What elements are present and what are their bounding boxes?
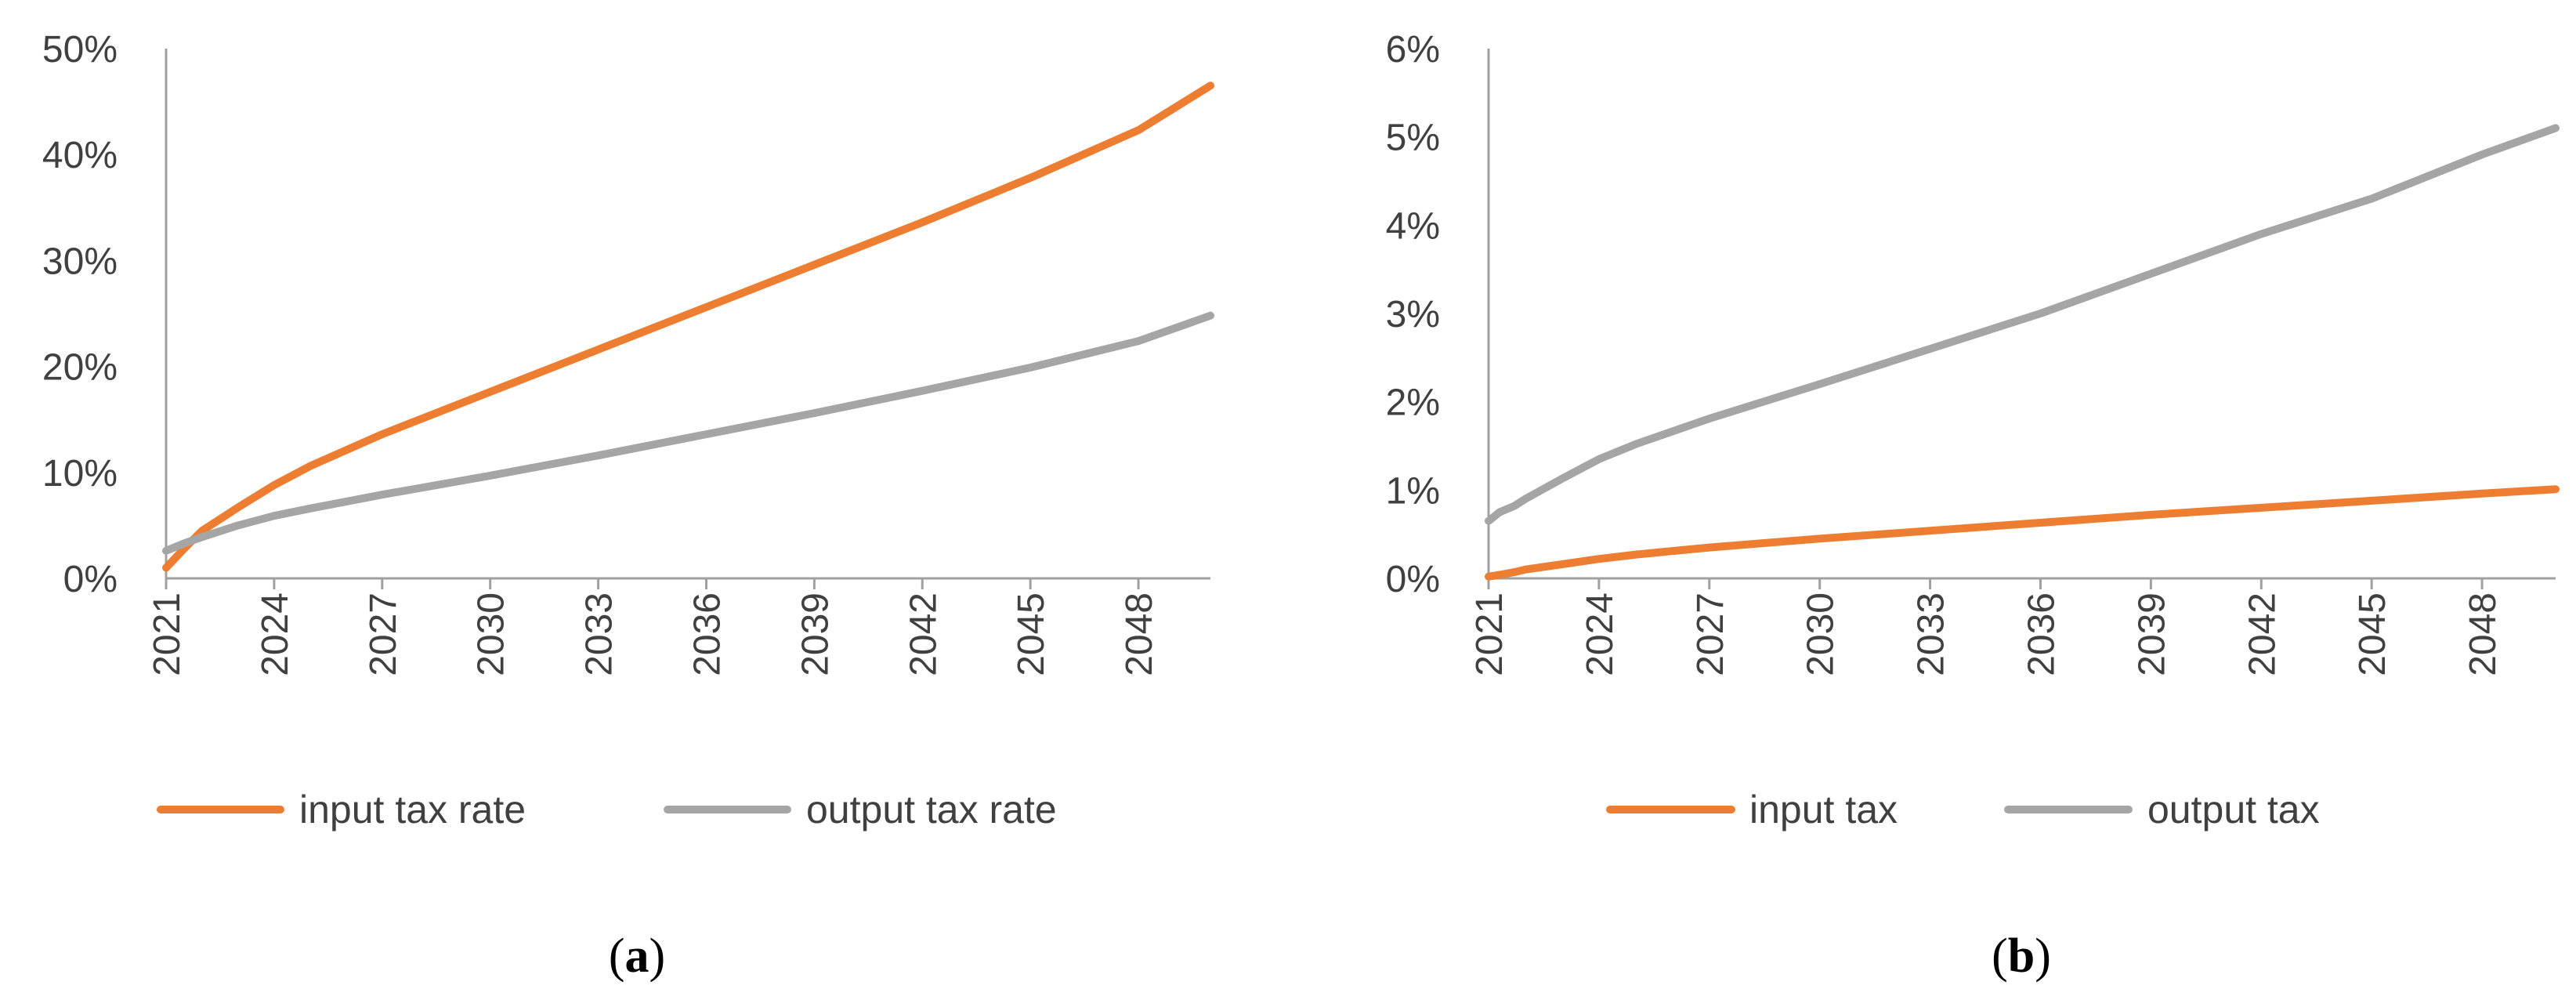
legend-label: input tax rate [299,788,526,832]
x-tick-label: 2030 [1800,592,1842,676]
x-tick-label: 2036 [686,592,728,676]
chart-panel-a: 0% 10% 20% 30% 40% 50% 2021 2024 2027 2030 2033 203… [42,29,1214,983]
y-tick-label: 0% [63,559,118,600]
x-tick-label: 2027 [1690,592,1731,676]
x-tick-label: 2045 [1011,592,1052,676]
series-line-input-tax [1485,485,2560,581]
y-tick-label: 0% [1386,559,1440,600]
y-tick-label: 10% [42,453,118,495]
series-line-output-tax [1485,124,2560,525]
series-line-input-tax-rate [162,82,1214,572]
x-tick-label: 2027 [363,592,404,676]
caption-close-paren: ) [2035,929,2051,983]
y-tick-label: 3% [1386,294,1440,335]
x-tick-label: 2036 [2021,592,2062,676]
x-tick-label: 2042 [903,592,944,676]
y-tick-label: 40% [42,135,118,176]
caption-open-paren: ( [1992,929,2008,983]
y-tick-label: 2% [1386,382,1440,424]
y-tick-label: 20% [42,347,118,389]
panel-label: a [625,929,649,983]
y-tick-label: 1% [1386,470,1440,512]
chart-panel-b: 0% 1% 2% 3% 4% 5% 6% 2021 2024 2027 2030 2033 2036 20… [1386,29,2560,983]
legend-label: output tax rate [806,788,1057,832]
x-tick-label: 2045 [2352,592,2393,676]
x-tick-label: 2048 [2462,592,2504,676]
panel-label: b [2008,929,2035,983]
series-line-output-tax-rate [162,311,1214,555]
y-tick-label: 30% [42,241,118,282]
x-tick-label: 2024 [1579,592,1621,676]
x-tick-label: 2042 [2241,592,2283,676]
legend-label: input tax [1749,788,1898,832]
y-tick-label: 50% [42,29,118,71]
x-tick-label: 2030 [471,592,512,676]
y-tick-label: 4% [1386,205,1440,247]
y-tick-label: 6% [1386,29,1440,71]
x-tick-label: 2033 [579,592,620,676]
x-tick-label: 2021 [147,592,188,676]
x-tick-label: 2039 [794,592,836,676]
x-tick-label: 2024 [255,592,296,676]
caption-open-paren: ( [609,929,625,983]
x-tick-label: 2048 [1119,592,1160,676]
panel-caption: (b) [1992,929,2051,983]
legend-label: output tax [2147,788,2320,832]
x-tick-label: 2021 [1469,592,1511,676]
x-tick-label: 2039 [2131,592,2173,676]
caption-close-paren: ) [649,929,666,983]
x-tick-label: 2033 [1911,592,1952,676]
panel-caption: (a) [609,929,665,983]
y-tick-label: 5% [1386,118,1440,159]
